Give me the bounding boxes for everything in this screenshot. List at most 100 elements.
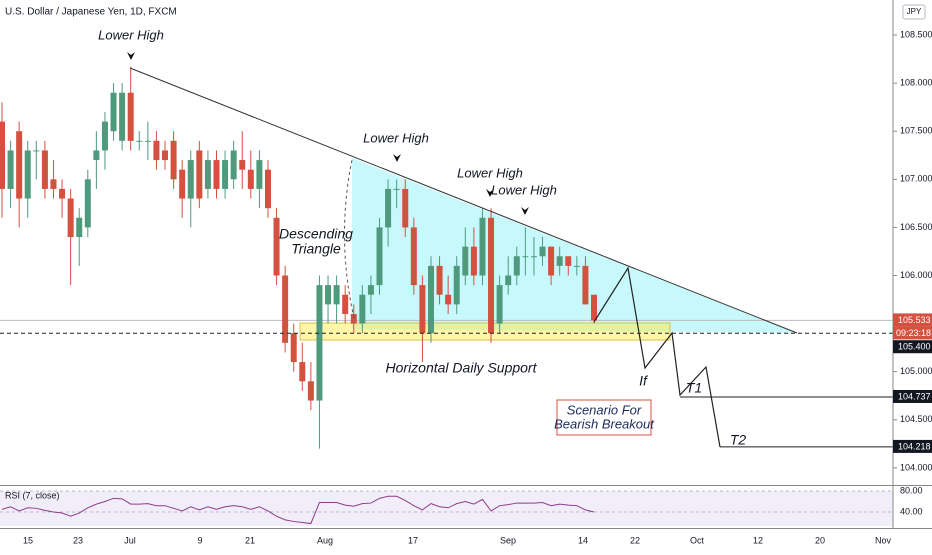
candle-body: [222, 160, 229, 189]
grid: [0, 34, 897, 526]
level-label: 104.218: [898, 441, 931, 451]
candle-body: [67, 198, 74, 238]
rsi-line: [1, 495, 595, 525]
candle-body: [462, 246, 469, 276]
candle-body: [247, 169, 254, 189]
candle-body: [445, 294, 452, 305]
candle-body: [359, 294, 366, 324]
x-tick-label: Nov: [875, 535, 892, 545]
rsi-tick-label: 80.00: [900, 485, 923, 495]
candle-body: [479, 217, 486, 276]
y-tick-label: 106.500: [900, 222, 932, 232]
last-price-label: 105.533: [898, 315, 931, 325]
rsi-tick-label: 40.00: [900, 506, 923, 516]
y-tick-label: 106.000: [900, 270, 932, 280]
candle-body: [144, 140, 151, 142]
annotation: If: [639, 373, 649, 389]
candle-body: [41, 150, 48, 189]
x-tick-label: Jul: [124, 535, 136, 545]
price-label-box: [893, 340, 932, 354]
y-tick-label: 107.500: [900, 126, 932, 136]
annotation: Horizontal Daily Support: [386, 360, 538, 376]
annotation: Bearish Breakout: [554, 416, 655, 431]
annotation: Descending: [279, 226, 353, 242]
annotation: Lower High: [98, 27, 164, 42]
candle-body: [591, 294, 597, 321]
candle-body: [33, 150, 40, 152]
support-zone: [299, 322, 671, 341]
candle-body: [376, 227, 383, 286]
candle-body: [153, 140, 160, 161]
candle-body: [50, 179, 57, 189]
candle-body: [136, 140, 143, 142]
candle-body: [505, 275, 512, 286]
candle-body: [290, 333, 297, 363]
candle-body: [453, 265, 460, 305]
candle-body: [110, 92, 117, 132]
y-tick-label: 108.000: [900, 77, 932, 87]
currency-badge: [902, 4, 926, 20]
annotation: T2: [730, 432, 747, 448]
candle-body: [273, 217, 280, 276]
candle-body: [162, 150, 169, 161]
currency: JPY: [907, 7, 922, 16]
plot: [0, 66, 893, 525]
candle-body: [342, 294, 349, 314]
x-tick-label: 9: [197, 535, 202, 545]
annotation: T1: [686, 380, 702, 396]
x-tick-label: 22: [630, 535, 640, 545]
candle-body: [316, 285, 323, 401]
x-tick-label: Oct: [690, 535, 705, 545]
y-tick-label: 104.000: [900, 462, 932, 472]
candle-body: [76, 217, 83, 238]
candle-body: [470, 246, 477, 276]
candle-body: [548, 246, 555, 276]
scenario-path: [593, 266, 721, 448]
candle-body: [488, 217, 495, 334]
y-tick-label: 108.500: [900, 29, 932, 39]
annotation: Scenario For: [567, 402, 642, 417]
rsi-title: RSI (7, close): [5, 490, 60, 500]
candle-body: [410, 227, 417, 286]
chart-title: U.S. Dollar / Japanese Yen, 1D, FXCM: [5, 7, 177, 18]
candle-body: [16, 131, 23, 199]
annotation: Triangle: [291, 241, 341, 257]
candle-body: [530, 256, 537, 258]
scenario-box: [556, 399, 652, 436]
candle-body: [299, 362, 306, 382]
x-tick-label: Sep: [500, 535, 516, 545]
price-label-box: [893, 326, 932, 340]
price-label-box: [893, 389, 932, 403]
candle-body: [230, 150, 237, 180]
candle-body: [24, 150, 31, 199]
annotations: Lower High Lower High Lower High Lower H…: [98, 27, 798, 448]
level-label: 105.400: [898, 342, 931, 352]
annotation: Lower High: [491, 182, 557, 197]
dashed-arrow: [343, 159, 355, 319]
x-tick-label: 23: [73, 535, 83, 545]
candle-body: [0, 121, 5, 189]
price-label-box: [893, 439, 932, 453]
candle-body: [307, 381, 314, 401]
candle-body: [496, 285, 503, 324]
candle-body: [367, 285, 374, 295]
annotation: Lower High: [363, 130, 429, 145]
candle-body: [427, 265, 434, 334]
price-label-box: [893, 313, 932, 327]
countdown-label: 09:23:18: [896, 328, 931, 338]
candle-body: [513, 256, 520, 276]
candle-body: [196, 150, 203, 199]
x-tick-label: 14: [578, 535, 588, 545]
candle-body: [582, 265, 589, 305]
rsi-band: [0, 490, 893, 526]
x-tick-label: 20: [815, 535, 825, 545]
candle-body: [393, 188, 400, 190]
annotation: Lower High: [457, 165, 523, 180]
candle-body: [556, 256, 563, 266]
candle-body: [213, 160, 220, 189]
candle-body: [419, 285, 426, 334]
candle-body: [84, 179, 91, 228]
candle-body: [573, 265, 580, 267]
y-tick-label: 105.000: [900, 366, 932, 376]
candle-body: [256, 160, 263, 189]
